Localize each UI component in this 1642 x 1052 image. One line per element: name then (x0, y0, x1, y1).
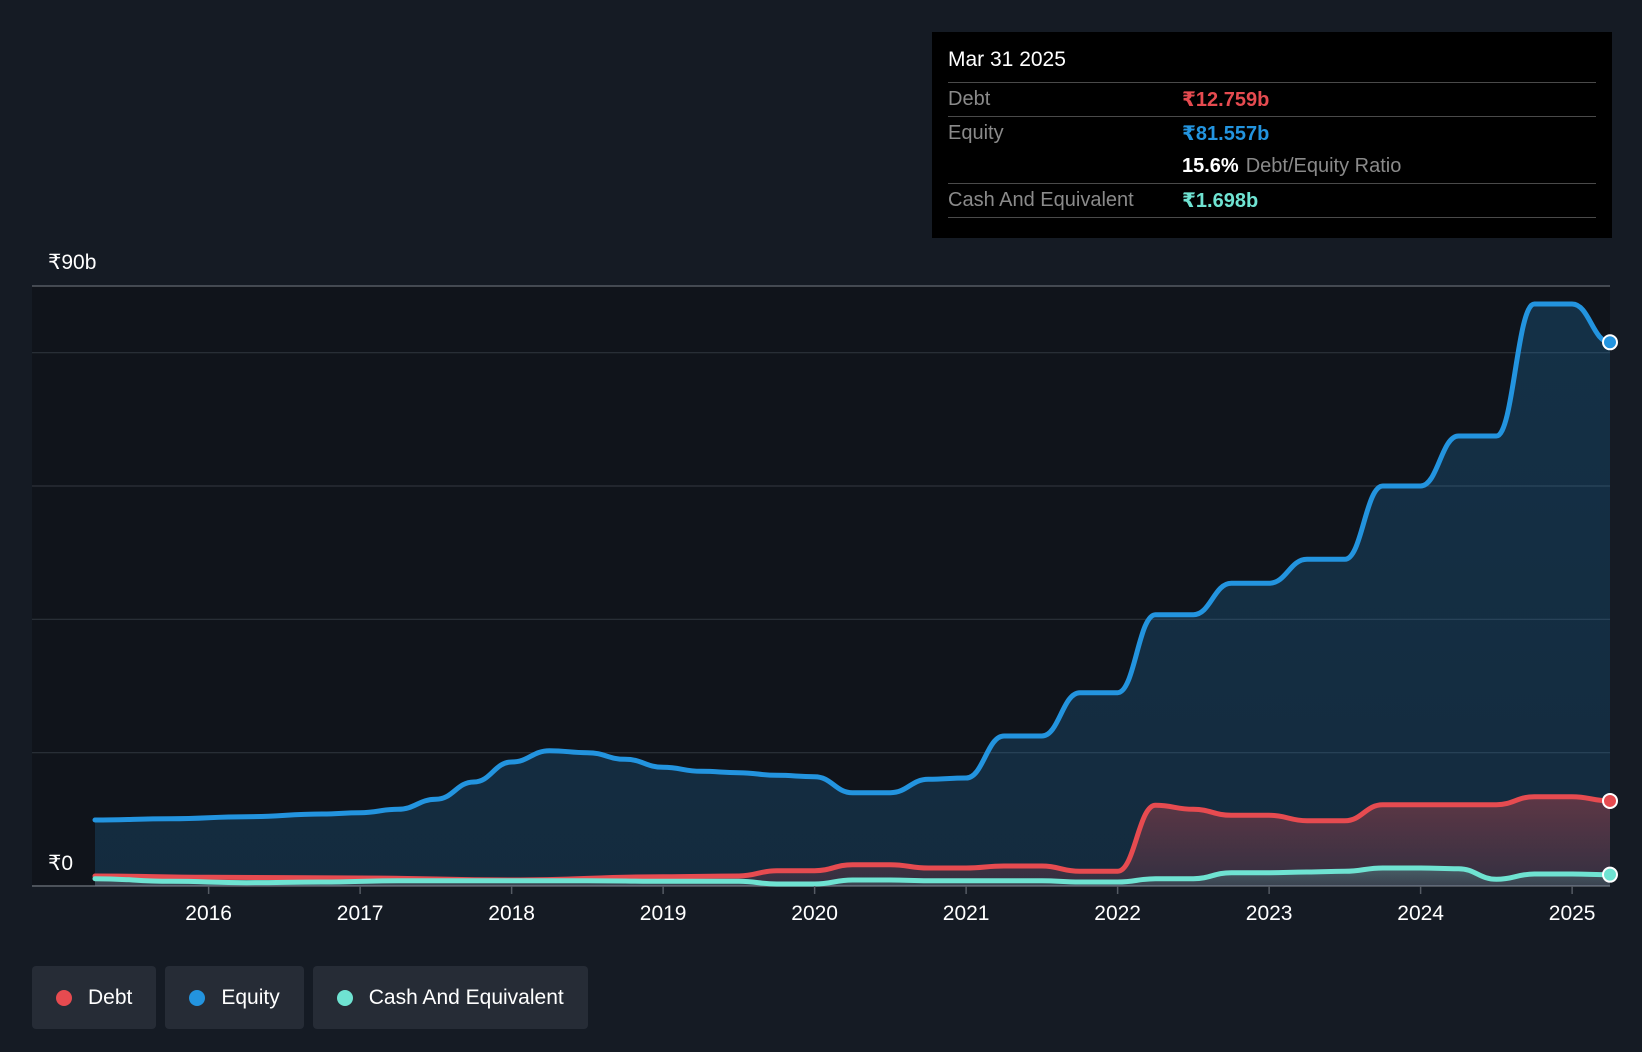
cash-dot-icon (336, 989, 353, 1006)
equity-end-marker (1602, 334, 1618, 351)
x-tick-label-2021: 2021 (943, 902, 990, 925)
x-tick-label-2020: 2020 (791, 902, 838, 925)
x-tick-label-2023: 2023 (1246, 902, 1293, 925)
tooltip-ratio-label: Debt/Equity Ratio (1245, 155, 1402, 177)
tooltip-cash-value: ₹1.698b (1182, 190, 1259, 212)
tooltip-debt-value: ₹12.759b (1182, 89, 1270, 111)
tooltip-cash-label: Cash And Equivalent (948, 189, 1134, 211)
tooltip: Mar 31 2025 Debt ₹12.759b Equity ₹81.557… (932, 32, 1612, 238)
x-tick-label-2019: 2019 (640, 902, 687, 925)
equity-line (92, 301, 1613, 823)
debt-area (95, 796, 1610, 886)
legend-item-debt[interactable]: Debt (32, 966, 157, 1029)
legend-debt-label: Debt (88, 985, 133, 1009)
equity-dot-icon (189, 989, 206, 1006)
debt-end-marker (1602, 792, 1618, 809)
tooltip-equity-label: Equity (948, 122, 1004, 144)
cash-line (92, 865, 1613, 887)
debt-dot-icon (56, 989, 72, 1006)
x-tick-label-2016: 2016 (185, 902, 232, 925)
y-axis-top-label: ₹90b (48, 251, 97, 274)
x-axis-ticks: 2016 2017 2018 2019 2020 2021 2022 2023 2024 2025 (185, 886, 1595, 925)
x-tick-label-2018: 2018 (488, 902, 535, 925)
equity-area (95, 304, 1610, 886)
y-axis-bottom-label: ₹0 (48, 852, 74, 875)
tooltip-equity-row: Equity ₹81.557b (948, 116, 1596, 150)
tooltip-cash-row: Cash And Equivalent ₹1.698b (948, 183, 1596, 218)
tooltip-debt-row: Debt ₹12.759b (948, 82, 1596, 116)
x-tick-label-2022: 2022 (1094, 902, 1141, 925)
tooltip-equity-value: ₹81.557b (1182, 123, 1270, 145)
x-tick-label-2025: 2025 (1549, 902, 1596, 925)
legend-cash-label: Cash And Equivalent (368, 985, 564, 1009)
x-tick-label-2017: 2017 (337, 902, 384, 925)
legend-equity-label: Equity (221, 985, 280, 1009)
cash-end-marker (1602, 866, 1618, 883)
series-lines (92, 301, 1613, 887)
legend-item-cash[interactable]: Cash And Equivalent (312, 966, 588, 1029)
legend: Debt Equity Cash And Equivalent (32, 966, 588, 1029)
tooltip-debt-label: Debt (948, 88, 991, 110)
legend-item-equity[interactable]: Equity (165, 966, 304, 1029)
tooltip-date: Mar 31 2025 (948, 48, 1066, 71)
tooltip-ratio-value: 15.6% (1182, 155, 1239, 177)
end-markers (1602, 334, 1618, 883)
x-tick-label-2024: 2024 (1397, 902, 1444, 925)
tooltip-ratio-row: 15.6% Debt/Equity Ratio (948, 150, 1596, 183)
